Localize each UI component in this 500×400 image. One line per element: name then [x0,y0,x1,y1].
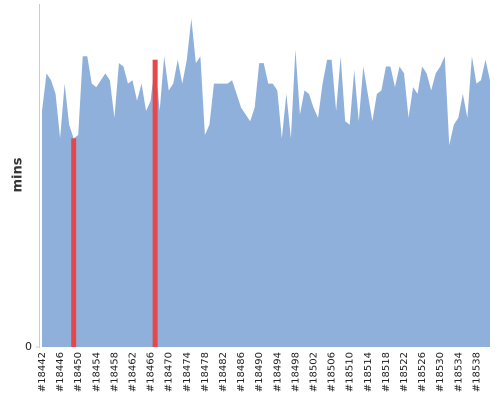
x-tick-label: #18534 [453,352,464,392]
x-tick-label: #18462 [128,352,139,392]
x-tick-label: #18470 [164,352,175,392]
x-tick-label: #18494 [272,352,283,392]
x-tick-label: #18442 [37,352,48,392]
x-tick-label: #18522 [399,352,410,392]
x-tick-label: #18530 [435,352,446,392]
y-tick-label: 0 [25,340,32,353]
x-tick-label: #18478 [200,352,211,392]
x-tick-label: #18446 [55,352,66,392]
x-tick-label: #18458 [109,352,120,392]
x-tick-label: #18450 [73,352,84,392]
x-tick-label: #18474 [182,352,193,392]
x-tick-label: #18526 [417,352,428,392]
x-tick-label: #18514 [363,352,374,392]
area [42,18,490,348]
highlight-bar [152,59,158,347]
y-axis-label: mins [11,157,26,192]
x-tick-label: #18486 [236,352,247,392]
x-tick-label: #18454 [91,352,102,392]
x-tick-label: #18490 [254,352,265,392]
x-tick-label: #18510 [345,352,356,392]
x-tick-label: #18506 [327,352,338,392]
x-tick-label: #18482 [218,352,229,392]
x-tick-label: #18466 [146,352,157,392]
x-tick-label: #18538 [471,352,482,392]
x-tick-label: #18502 [309,352,320,392]
x-tick-label: #18498 [290,352,301,392]
x-tick-label: #18518 [381,352,392,392]
highlight-bar [71,138,77,347]
